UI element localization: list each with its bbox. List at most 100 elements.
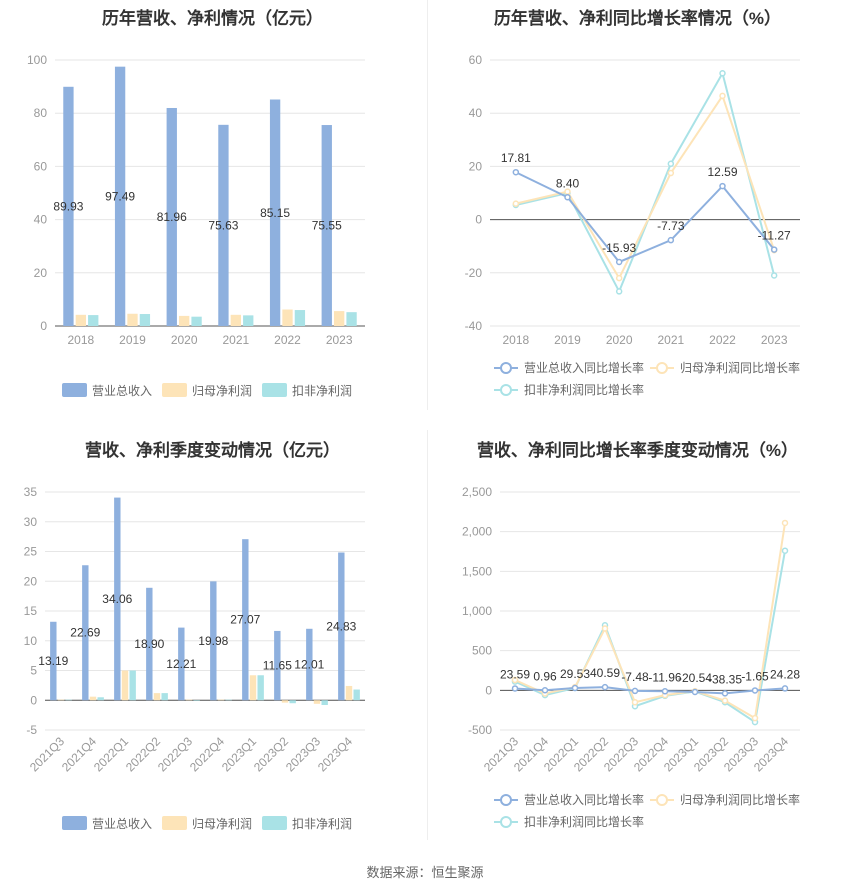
y-tick-label: 40 [469,106,483,120]
bar-revenue [50,621,57,701]
series-point-0 [631,687,639,695]
legend-label: 营业总收入同比增长率 [524,792,644,807]
bar-revenue [146,587,153,701]
panel-quarterly-amounts: 营收、净利季度变动情况（亿元） -5 0 5 10 15 20 25 30 35 2021Q3 20… [0,430,425,850]
series-point-0 [751,687,759,694]
y-tick-label: 2,000 [462,525,492,539]
y-tick-label: 20 [469,159,483,173]
bar-data-label: 18.90 [134,637,164,651]
x-tick-label: 2022 [709,333,736,347]
bar-data-label: 34.06 [102,592,132,606]
y-tick-label: 20 [24,574,38,588]
y-tick-label: 80 [34,106,48,120]
bar-deducted-profit [88,315,99,326]
legend-label: 营业总收入同比增长率 [524,360,644,375]
panel-quarterly-growth: 营收、净利同比增长率季度变动情况（%） -500 0 500 1,000 1,500 2,… [425,430,850,850]
bar-data-label: 11.65 [263,659,292,673]
y-tick-label: 40 [34,213,48,227]
y-tick-label: 0 [40,319,47,333]
panel-annual-growth: 历年营收、净利同比增长率情况（%） -40 -20 0 20 40 60 2018 2019 2… [425,0,850,420]
bar-net-profit [230,314,241,326]
series-point-1 [751,714,759,722]
chart-title: 营收、净利同比增长率季度变动情况（%） [476,441,799,460]
y-tick-label: 0 [30,693,37,707]
bar-net-profit [313,700,321,704]
bar-revenue [178,627,185,701]
x-tick-label: 2022Q2 [123,734,163,774]
legend-label: 营业总收入 [92,817,152,831]
series-point-1 [631,698,639,706]
series-line-2 [514,550,786,724]
bar-deducted-profit [321,700,328,706]
bar-deducted-profit [65,699,72,701]
bar-revenue [63,86,74,327]
bar-net-profit [57,699,65,701]
series-point-0 [511,685,519,692]
series-line-0 [515,171,775,264]
series-point-0 [512,168,520,176]
line-data-label: 8.40 [556,176,580,190]
series-point-0 [541,687,549,694]
y-tick-label: 10 [24,634,38,648]
x-tick-label: 2023Q3 [283,734,323,774]
x-tick-label: 2023 [761,333,788,347]
y-tick-label: 5 [30,664,37,678]
series-point-2 [781,547,789,554]
x-tick-label: 2022Q1 [91,734,131,774]
bar-net-profit [89,696,97,701]
bar-revenue [210,581,217,701]
y-tick-label: -40 [465,319,483,333]
series-point-0 [571,684,579,692]
bar-revenue [274,630,281,701]
legend-label: 扣非净利润 [292,384,352,398]
bar-data-label: 22.69 [70,626,100,640]
series-point-0 [564,194,571,201]
bar-deducted-profit [129,670,136,701]
line-data-label: -1.65 [741,669,769,683]
series-point-2 [615,288,623,295]
x-tick-label: 2023Q1 [219,734,259,774]
bar-net-profit [345,685,353,701]
x-tick-label: 2023Q2 [251,734,291,774]
vertical-divider-top [427,0,428,410]
x-tick-label: 2018 [502,333,529,347]
bar-net-profit [185,699,193,701]
x-tick-label: 2021Q3 [27,734,67,774]
bar-data-label: 24.83 [326,619,356,633]
bar-data-label: 89.93 [53,199,83,213]
series-point-0 [691,688,699,696]
line-data-label: 23.59 [500,667,530,681]
bar-deducted-profit [353,689,360,701]
legend-marker [656,794,668,806]
y-tick-label: 0 [485,683,492,697]
line-data-label: -7.48 [621,670,649,684]
bar-deducted-profit [193,700,200,701]
bar-revenue [166,107,177,327]
series-point-2 [770,272,778,279]
bar-net-profit [249,675,257,701]
x-tick-label: 2022Q3 [155,734,195,774]
line-data-label: 12.59 [707,165,737,179]
bar-data-label: 19.98 [198,634,228,648]
y-tick-label: 20 [34,266,48,280]
bar-net-profit [281,700,289,703]
legend-swatch [62,383,87,397]
x-tick-label: 2021Q4 [59,734,99,774]
line-data-label: 0.96 [533,669,557,683]
series-point-2 [719,70,726,77]
legend-swatch [62,816,87,830]
data-source: 数据来源：恒生聚源 [366,865,484,880]
y-tick-label: 500 [472,644,492,658]
x-tick-label: 2019 [119,333,146,347]
line-data-label: 40.59 [590,666,620,680]
bar-net-profit [282,309,293,326]
legend-marker [656,362,668,374]
line-data-label: -38.35 [708,672,742,686]
panel-annual-amounts: 历年营收、净利情况（亿元） 0 20 40 60 80 100 2018 2019 2020 20… [0,0,425,420]
y-tick-label: 15 [24,604,38,618]
bar-deducted-profit [225,699,232,701]
line-data-label: 24.28 [770,667,800,681]
bar-deducted-profit [97,697,104,701]
y-tick-label: -20 [465,266,483,280]
x-tick-label: 2018 [67,333,94,347]
